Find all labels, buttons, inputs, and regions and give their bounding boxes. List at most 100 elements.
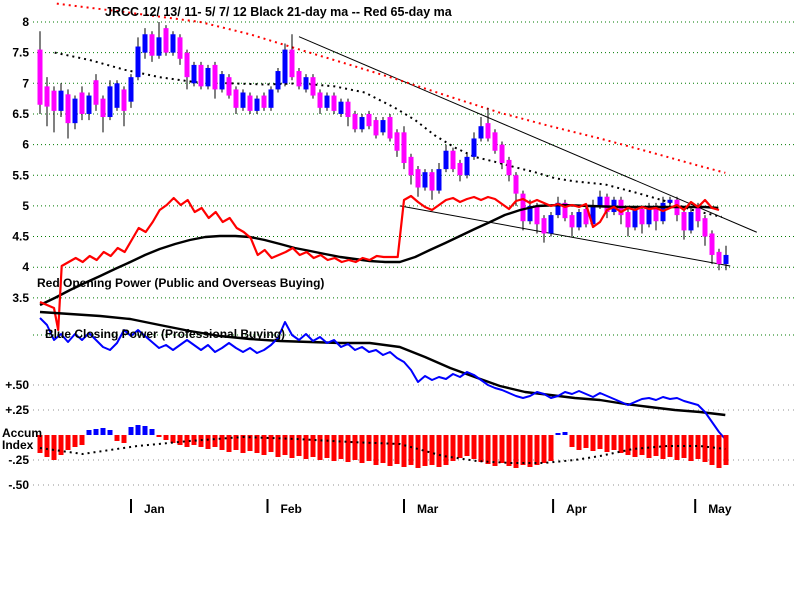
price-tick-label: 3.5 [12,291,29,305]
accum-label-line1: Accum [2,426,42,440]
accum-bar [408,435,414,465]
candle [240,92,246,108]
candle [198,64,204,87]
oscillator-tick-label: -.25 [8,453,29,467]
accum-bar [282,435,288,455]
accum-bar [233,435,239,450]
accum-bar [709,435,715,465]
accum-bar [471,435,477,459]
accum-bar [653,435,659,456]
accum-bar [44,435,50,457]
closing-power-ma [39,310,726,417]
candle [380,120,386,133]
candle [177,37,183,59]
accum-bar [450,435,456,461]
candle [254,98,260,111]
accum-bar [541,435,547,463]
candle [163,28,169,53]
accum-bar [93,429,99,435]
accum-bar [478,435,484,462]
price-tick-label: 4.5 [12,230,29,244]
opening-power-ma [39,203,719,307]
candle [37,49,43,105]
accum-bar [177,435,183,445]
price-tick-label: 7.5 [12,46,29,60]
accum-bar [723,435,729,465]
accum-bar [359,435,365,463]
accum-bar [632,435,638,457]
candle [121,89,127,111]
price-tick-label: 6 [22,138,29,152]
candle [639,208,645,225]
candle [506,159,512,176]
chart-title-text: JRCC 12/ 13/ 11- 5/ 7/ 12 Black 21-day m… [105,5,453,19]
price-tick-label: 5.5 [12,168,29,182]
accum-bar [611,435,617,450]
accum-bar [114,435,120,441]
candle [338,101,344,114]
candle [646,205,652,225]
candle [72,98,78,124]
price-tick-label: 8 [22,15,29,29]
candle [548,215,554,234]
red-65-day-ma [56,2,726,174]
accum-bar [513,435,519,468]
closing-power-label: Blue Closing Power (Professional Buying) [45,327,285,341]
candle [219,74,225,90]
accum-bar [72,435,78,447]
accum-bar [373,435,379,465]
closing-power [39,317,727,441]
candle [443,150,449,170]
candle [128,77,134,102]
accum-bar [128,427,134,435]
candle [709,233,715,255]
candle [261,95,267,108]
accum-bar [156,435,162,437]
accum-bar [604,435,610,452]
candle [429,172,435,191]
candle [604,196,610,213]
accum-bar [37,435,43,453]
price-tick-label: 5 [22,199,29,213]
candle [44,86,50,107]
candle [205,67,211,87]
accum-bar [436,435,442,467]
candle [499,144,505,163]
accum-bar [51,435,57,460]
candle [681,212,687,231]
candle [632,208,638,228]
candle [51,90,57,111]
accum-bar [429,435,435,465]
candle [408,156,414,176]
month-label: Mar [417,502,439,516]
candle [653,205,659,222]
candle [590,205,596,225]
accum-bar [443,435,449,465]
accum-bar [254,435,260,453]
accum-bar [338,435,344,459]
accum-bar [205,435,211,449]
accum-bar [226,435,232,452]
month-label: May [708,502,732,516]
month-label: Feb [281,502,302,516]
candle [184,52,190,78]
candle [233,89,239,108]
accum-bar [415,435,421,468]
oscillator-tick-label: +.50 [5,378,29,392]
accum-bar [65,435,71,450]
month-axis: Jan Feb Mar Apr May [130,499,732,516]
candle [457,162,463,176]
accum-bar [170,435,176,443]
accum-bar [485,435,491,464]
accum-bar [380,435,386,463]
closing-power-ma-line [39,310,726,417]
candle [114,83,120,108]
candle [79,92,85,114]
candle [310,77,316,96]
candle [562,202,568,219]
accum-bar [79,435,85,445]
accum-bar [506,435,512,466]
accum-bar [499,435,505,463]
candle [100,98,106,118]
candle [394,132,400,151]
